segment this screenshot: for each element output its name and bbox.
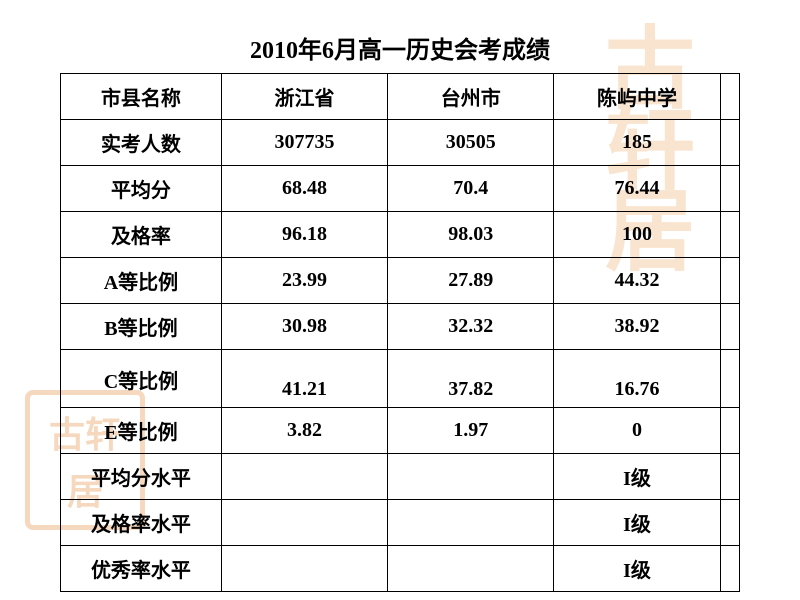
cell: 37.82 [388, 350, 554, 408]
header-spacer [720, 74, 739, 120]
table-row: C等比例 41.21 37.82 16.76 [61, 350, 740, 408]
cell: I级 [554, 454, 720, 500]
row-label: 及格率 [61, 212, 222, 258]
row-label: A等比例 [61, 258, 222, 304]
cell: I级 [554, 500, 720, 546]
header-city: 台州市 [388, 74, 554, 120]
cell: 307735 [221, 120, 387, 166]
scores-table: 市县名称 浙江省 台州市 陈屿中学 实考人数 307735 30505 185 … [60, 73, 740, 592]
cell: 1.97 [388, 408, 554, 454]
cell: 100 [554, 212, 720, 258]
spacer [720, 500, 739, 546]
cell [388, 454, 554, 500]
table-row: E等比例 3.82 1.97 0 [61, 408, 740, 454]
row-label: 及格率水平 [61, 500, 222, 546]
row-label: 平均分 [61, 166, 222, 212]
spacer [720, 546, 739, 592]
cell: 96.18 [221, 212, 387, 258]
cell [221, 500, 387, 546]
cell: 30.98 [221, 304, 387, 350]
row-label: 优秀率水平 [61, 546, 222, 592]
cell: 98.03 [388, 212, 554, 258]
row-label: B等比例 [61, 304, 222, 350]
spacer [720, 408, 739, 454]
cell: I级 [554, 546, 720, 592]
spacer [720, 258, 739, 304]
cell [388, 500, 554, 546]
cell: 16.76 [554, 350, 720, 408]
table-row: B等比例 30.98 32.32 38.92 [61, 304, 740, 350]
row-label: 实考人数 [61, 120, 222, 166]
spacer [720, 304, 739, 350]
cell [221, 454, 387, 500]
cell: 23.99 [221, 258, 387, 304]
cell [221, 546, 387, 592]
cell: 70.4 [388, 166, 554, 212]
cell: 0 [554, 408, 720, 454]
cell: 68.48 [221, 166, 387, 212]
cell: 38.92 [554, 304, 720, 350]
table-row: 平均分水平 I级 [61, 454, 740, 500]
table-row: 实考人数 307735 30505 185 [61, 120, 740, 166]
header-region: 市县名称 [61, 74, 222, 120]
page-title: 2010年6月高一历史会考成绩 [60, 30, 740, 65]
header-school: 陈屿中学 [554, 74, 720, 120]
cell: 3.82 [221, 408, 387, 454]
table-row: 优秀率水平 I级 [61, 546, 740, 592]
table-header-row: 市县名称 浙江省 台州市 陈屿中学 [61, 74, 740, 120]
table-row: 平均分 68.48 70.4 76.44 [61, 166, 740, 212]
cell: 30505 [388, 120, 554, 166]
cell: 76.44 [554, 166, 720, 212]
spacer [720, 212, 739, 258]
header-province: 浙江省 [221, 74, 387, 120]
cell: 27.89 [388, 258, 554, 304]
table-row: 及格率水平 I级 [61, 500, 740, 546]
row-label: 平均分水平 [61, 454, 222, 500]
row-label: C等比例 [61, 350, 222, 408]
spacer [720, 454, 739, 500]
spacer [720, 120, 739, 166]
table-row: A等比例 23.99 27.89 44.32 [61, 258, 740, 304]
cell [388, 546, 554, 592]
spacer [720, 166, 739, 212]
cell: 41.21 [221, 350, 387, 408]
cell: 44.32 [554, 258, 720, 304]
cell: 32.32 [388, 304, 554, 350]
spacer [720, 350, 739, 408]
row-label: E等比例 [61, 408, 222, 454]
cell: 185 [554, 120, 720, 166]
table-row: 及格率 96.18 98.03 100 [61, 212, 740, 258]
